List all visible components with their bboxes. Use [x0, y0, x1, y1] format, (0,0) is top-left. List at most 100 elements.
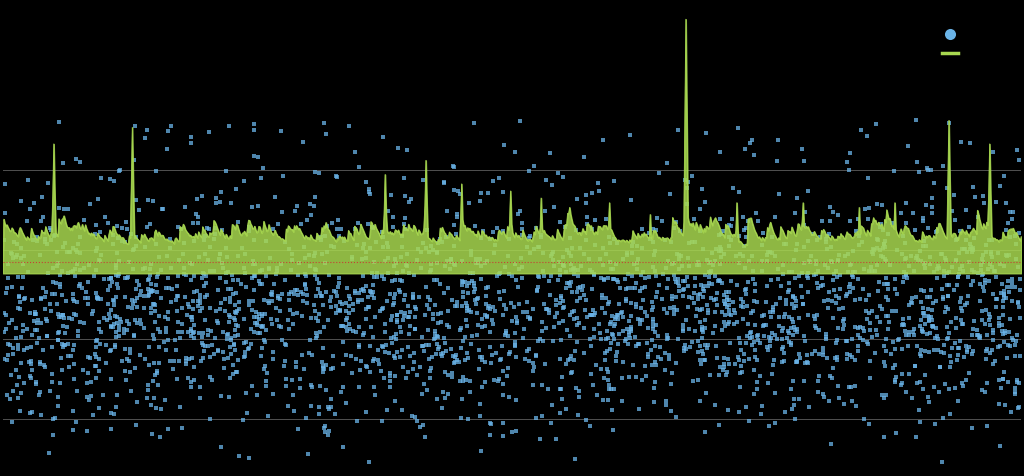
- Point: [610, 311, 627, 318]
- Point: [930, 262, 946, 269]
- Point: [530, 272, 547, 280]
- Point: [869, 244, 886, 251]
- Point: [65, 426, 81, 433]
- Point: [177, 204, 194, 211]
- Point: [450, 302, 466, 310]
- Point: [212, 274, 228, 281]
- Point: [756, 321, 772, 329]
- Point: [912, 257, 929, 265]
- Point: [345, 300, 361, 307]
- Point: [204, 377, 220, 384]
- Point: [536, 337, 552, 345]
- Point: [504, 428, 520, 436]
- Point: [959, 292, 976, 300]
- Point: [657, 366, 674, 374]
- Point: [241, 301, 257, 308]
- Point: [910, 407, 927, 414]
- Point: [536, 272, 552, 280]
- Point: [317, 288, 334, 296]
- Point: [145, 335, 162, 343]
- Point: [720, 407, 736, 414]
- Point: [32, 251, 48, 258]
- Point: [219, 354, 236, 362]
- Point: [851, 233, 867, 240]
- Point: [543, 252, 559, 260]
- Point: [1007, 388, 1023, 396]
- Point: [383, 317, 399, 324]
- Point: [790, 240, 806, 248]
- Point: [146, 394, 163, 402]
- Point: [811, 350, 827, 358]
- Point: [464, 332, 480, 339]
- Point: [780, 313, 797, 321]
- Point: [552, 409, 568, 417]
- Point: [797, 158, 813, 165]
- Point: [126, 332, 142, 340]
- Point: [763, 276, 779, 284]
- Point: [435, 388, 452, 396]
- Point: [810, 377, 826, 384]
- Point: [495, 367, 511, 375]
- Point: [649, 332, 666, 340]
- Point: [936, 349, 952, 357]
- Point: [978, 306, 994, 314]
- Point: [920, 224, 936, 232]
- Point: [495, 188, 511, 196]
- Point: [483, 359, 500, 367]
- Point: [646, 398, 663, 406]
- Point: [142, 280, 159, 288]
- Point: [744, 268, 761, 275]
- Point: [386, 372, 402, 379]
- Point: [934, 458, 950, 466]
- Point: [676, 344, 692, 351]
- Point: [966, 317, 982, 325]
- Point: [937, 308, 953, 316]
- Point: [499, 372, 515, 380]
- Point: [828, 353, 845, 361]
- Point: [439, 390, 456, 398]
- Point: [762, 248, 778, 256]
- Point: [731, 250, 748, 258]
- Point: [829, 256, 846, 264]
- Point: [501, 235, 517, 243]
- Point: [597, 215, 613, 223]
- Point: [514, 274, 530, 281]
- Point: [315, 366, 332, 373]
- Point: [845, 273, 861, 281]
- Point: [779, 288, 796, 295]
- Point: [712, 247, 728, 255]
- Point: [969, 331, 985, 338]
- Point: [109, 328, 125, 336]
- Point: [723, 278, 739, 285]
- Point: [32, 388, 48, 396]
- Point: [407, 325, 423, 333]
- Point: [923, 313, 939, 321]
- Point: [578, 199, 594, 207]
- Point: [843, 261, 859, 268]
- Point: [975, 283, 991, 290]
- Point: [4, 255, 20, 262]
- Point: [186, 238, 203, 245]
- Point: [90, 195, 106, 203]
- Point: [292, 375, 308, 383]
- Point: [882, 261, 898, 268]
- Point: [974, 271, 990, 278]
- Point: [88, 289, 104, 297]
- Point: [187, 211, 204, 218]
- Point: [537, 360, 553, 367]
- Point: [707, 322, 723, 330]
- Point: [741, 139, 758, 147]
- Point: [964, 248, 980, 256]
- Point: [443, 346, 460, 353]
- Point: [409, 256, 425, 264]
- Point: [67, 375, 83, 383]
- Point: [955, 382, 972, 390]
- Point: [249, 313, 265, 320]
- Point: [759, 258, 775, 265]
- Point: [229, 356, 246, 364]
- Point: [877, 238, 893, 245]
- Point: [787, 326, 804, 333]
- Point: [216, 295, 232, 302]
- Point: [374, 342, 390, 349]
- Point: [366, 224, 382, 232]
